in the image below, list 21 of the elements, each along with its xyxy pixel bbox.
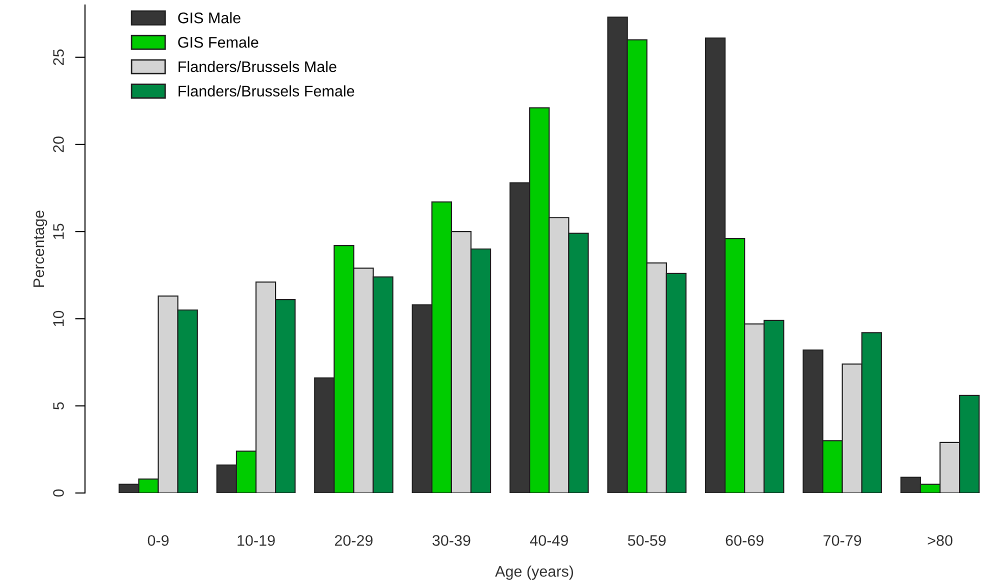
legend-label: Flanders/Brussels Female bbox=[178, 85, 354, 97]
y-tick-label: 15 bbox=[53, 224, 64, 239]
x-tick-label: >80 bbox=[928, 535, 952, 546]
y-axis-title: Percentage bbox=[33, 210, 48, 287]
legend-label: GIS Female bbox=[178, 36, 258, 48]
x-tick-label: 0-9 bbox=[148, 535, 169, 546]
y-tick-label: 20 bbox=[53, 136, 64, 152]
x-tick-label: 40-49 bbox=[530, 535, 568, 546]
y-tick-label: 0 bbox=[53, 489, 64, 497]
legend-label: GIS Male bbox=[178, 12, 240, 24]
x-tick-label: 50-59 bbox=[628, 535, 666, 546]
x-tick-label: 30-39 bbox=[432, 535, 470, 546]
y-tick-label: 10 bbox=[53, 310, 64, 326]
y-tick-label: 5 bbox=[53, 402, 64, 410]
x-tick-label: 10-19 bbox=[238, 535, 275, 546]
x-tick-label: 20-29 bbox=[334, 535, 373, 546]
legend-label: Flanders/Brussels Male bbox=[178, 60, 336, 72]
y-tick-label: 25 bbox=[53, 49, 64, 66]
x-tick-label: 70-79 bbox=[824, 535, 862, 546]
x-tick-label: 60-69 bbox=[726, 535, 764, 546]
x-axis-title: Age (years) bbox=[495, 566, 574, 580]
